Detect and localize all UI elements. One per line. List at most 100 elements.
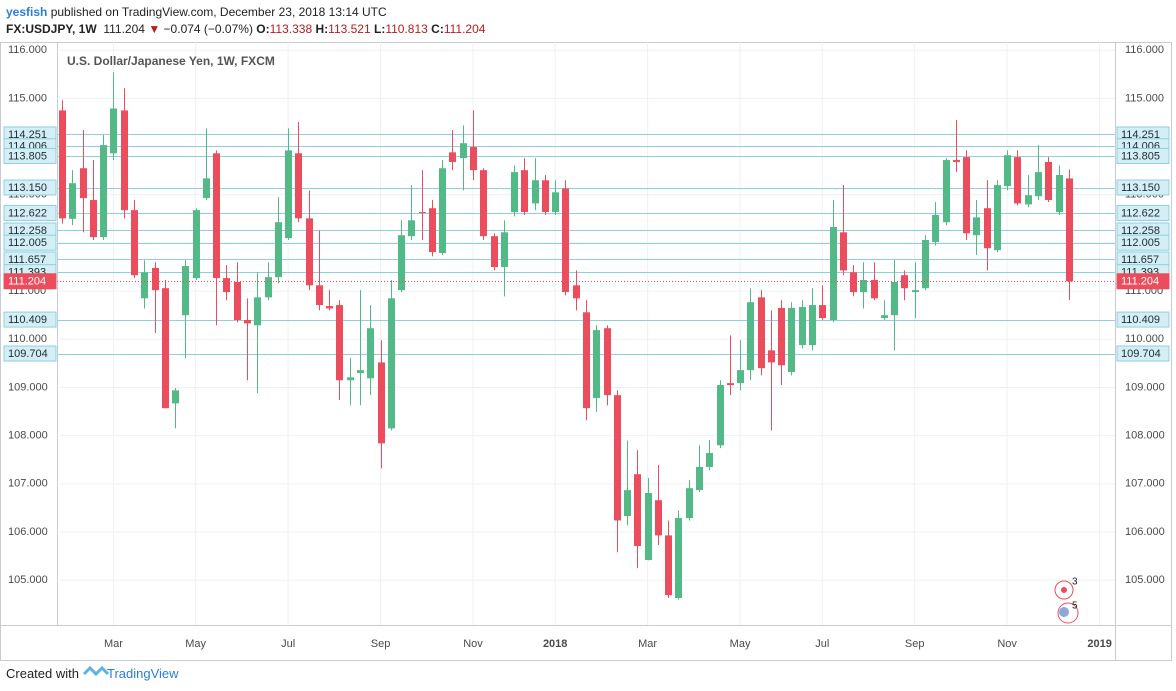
candle-body (347, 377, 354, 381)
candle-body (265, 277, 272, 298)
candle-body (244, 320, 251, 324)
candle-body (213, 153, 220, 279)
candle-body (439, 168, 446, 254)
candle-body (727, 383, 734, 386)
price-label: 111.204 (8, 276, 46, 288)
ohlc-value: 111.204 (443, 22, 486, 36)
brand[interactable]: TradingView (106, 666, 179, 681)
candle-body (193, 210, 200, 279)
candle-body (932, 214, 939, 242)
plot: 105.000 105.000 106.000 106.000 107.000 107.0… (3, 42, 1170, 650)
x-tick-label: Mar (104, 638, 123, 650)
badge-dot (1061, 587, 1067, 593)
y-tick-label: 106.000 (1125, 526, 1165, 538)
x-tick-label: Nov (463, 638, 483, 650)
candle-body (655, 500, 662, 536)
publish-info: published on TradingView.com, December 2… (50, 5, 387, 19)
ohlc-label: O: (256, 22, 270, 36)
candle-body (408, 220, 415, 237)
change: −0.074 (−0.07%) (163, 22, 253, 36)
candle-body (285, 150, 292, 239)
y-tick-label: 110.000 (1125, 333, 1164, 345)
ohlc-value: 113.521 (328, 22, 371, 36)
ohlc-value: 110.813 (385, 22, 428, 36)
candle-body (1066, 178, 1073, 282)
candle-body (542, 180, 549, 213)
x-tick-label: 2018 (543, 638, 567, 650)
chart-title: U.S. Dollar/Japanese Yen, 1W, FXCM (67, 54, 275, 68)
level-label: 111.657 (1121, 254, 1159, 266)
level-label: 114.251 (1121, 129, 1160, 141)
candle-body (1004, 155, 1011, 187)
candle-body (891, 281, 898, 316)
level-label: 112.258 (8, 225, 47, 237)
level-label-box (1116, 311, 1170, 328)
level-label: 112.622 (1121, 207, 1160, 219)
candle-body (768, 350, 775, 363)
candle-body (758, 297, 765, 369)
x-tick-label: Sep (905, 638, 925, 650)
level-label-box (3, 147, 57, 164)
candle-body (717, 385, 724, 446)
candle-body (398, 235, 405, 291)
candle-body (994, 185, 1001, 251)
candle-body (922, 240, 929, 289)
candle-body (860, 280, 867, 293)
candle-body (1056, 174, 1063, 213)
level-label-box (1116, 345, 1170, 362)
y-tick-label: 110.000 (8, 333, 47, 345)
candle-body (470, 147, 477, 171)
level-label-box (1116, 179, 1170, 196)
candle-body (799, 307, 806, 346)
y-tick-label: 116.000 (1125, 44, 1164, 56)
candle-body (501, 232, 508, 268)
candle-body (306, 218, 313, 286)
candle-body (172, 390, 179, 404)
level-label-box (3, 179, 57, 196)
candle-body (131, 210, 138, 276)
y-tick-label: 115.000 (8, 92, 47, 104)
level-label: 113.805 (8, 150, 47, 162)
level-label-box (3, 234, 57, 251)
candle-body (357, 370, 364, 374)
candle-body (737, 370, 744, 384)
y-tick-label: 106.000 (8, 526, 48, 538)
candle-body (778, 307, 785, 366)
level-label: 110.409 (1121, 314, 1160, 326)
x-tick-label: 2019 (1087, 638, 1111, 650)
candle-body (675, 518, 682, 599)
brand-logo (82, 665, 110, 677)
candle-body (121, 110, 128, 211)
last-price: 111.204 (103, 22, 145, 36)
level-label: 113.150 (8, 182, 47, 194)
x-tick-label: Jul (281, 638, 295, 650)
candle-body (840, 232, 847, 271)
candle-body (480, 170, 487, 237)
chart-frame (0, 42, 1172, 661)
candle-body (388, 298, 395, 429)
candle-body (645, 492, 652, 560)
y-tick-label: 109.000 (1125, 381, 1165, 393)
candle-body (830, 227, 837, 321)
y-tick-label: 108.000 (8, 430, 48, 442)
candle-body (686, 488, 693, 519)
candle-body (162, 288, 169, 409)
candle-body (223, 278, 230, 293)
x-tick-label: May (730, 638, 751, 650)
candle-body (1025, 195, 1032, 205)
candle-body (460, 143, 467, 159)
candle-body (182, 266, 189, 316)
level-label: 110.409 (8, 314, 47, 326)
y-tick-label: 105.000 (8, 574, 48, 586)
candle-body (532, 180, 539, 204)
x-tick-label: Mar (638, 638, 657, 650)
level-label: 112.005 (8, 237, 47, 249)
badge-count: 3 (1072, 577, 1078, 588)
level-label: 112.622 (8, 207, 47, 219)
candle-body (809, 305, 816, 346)
author[interactable]: yesfish (6, 5, 48, 19)
candle-body (614, 395, 621, 521)
candle-body (788, 307, 795, 373)
